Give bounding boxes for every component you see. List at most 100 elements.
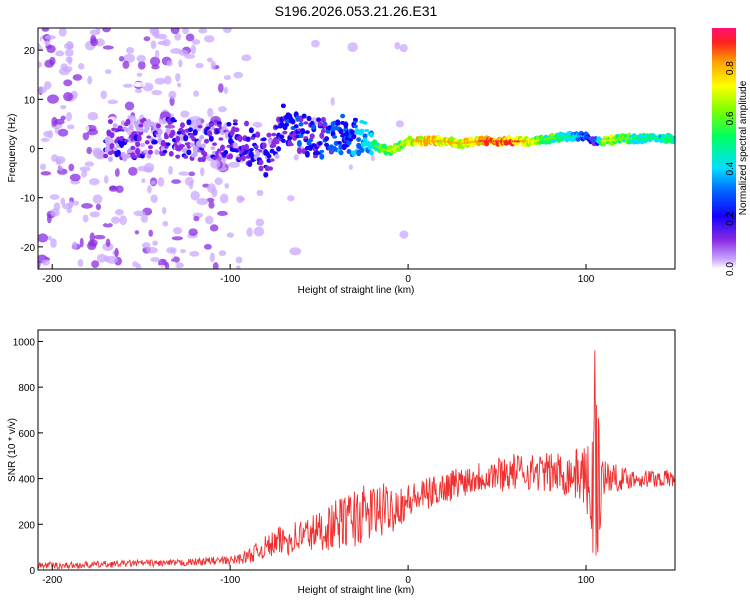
spectrogram-noise-blob — [207, 183, 216, 194]
spectrogram-noise-blob — [178, 49, 189, 56]
spectrogram-noise-blob — [71, 241, 78, 250]
spectrogram-noise-blob — [81, 124, 90, 133]
spectrogram-noise-blob — [174, 214, 185, 223]
spectrogram-ridge-cell — [364, 128, 370, 133]
spectrogram-ridge-cell — [179, 144, 185, 148]
spectrogram-ridge-cell — [144, 124, 150, 131]
y-tick-label: 0 — [29, 145, 35, 156]
y-tick-label: -10 — [21, 194, 36, 205]
spectrogram-ridge-cell — [282, 130, 288, 135]
spectrogram-noise-blob — [200, 167, 205, 177]
spectrogram-noise-blob — [156, 33, 168, 40]
spectrogram-ridge-cell — [171, 119, 177, 123]
spectrogram-ridge-cell — [125, 118, 131, 126]
spectrogram-noise-blob — [141, 178, 146, 184]
spectrogram-noise-blob — [85, 102, 92, 109]
spectrogram-ridge-cell — [138, 127, 144, 133]
spectrogram-ridge-cell — [322, 123, 328, 129]
spectrogram-noise-blob — [399, 230, 409, 239]
spectrogram-ridge-cell — [336, 140, 342, 145]
spectrogram-ridge-cell — [147, 145, 153, 149]
spectrogram-noise-blob — [123, 53, 135, 64]
spectrogram-ridge-cell — [127, 149, 133, 154]
spectrogram-ridge-cell — [143, 149, 149, 154]
spectrogram-ridge-cell — [200, 143, 206, 149]
spectrogram-noise-blob — [86, 146, 93, 155]
spectrogram-ridge-cell — [279, 134, 285, 139]
spectrogram-ridge-cell — [245, 136, 251, 142]
spectrogram-noise-blob — [152, 240, 158, 246]
spectrogram-ridge-cell — [175, 135, 181, 143]
spectrogram-noise-blob — [146, 246, 158, 254]
spectrogram-noise-blob — [101, 28, 112, 33]
spectrogram-ridge-cell — [301, 113, 307, 119]
spectrogram-noise-blob — [40, 171, 52, 176]
spectrogram-ridge-cell — [306, 141, 312, 146]
spectrogram-noise-blob — [47, 235, 52, 241]
spectrogram-noise-blob — [235, 265, 241, 269]
spectrogram-noise-blob — [348, 164, 353, 170]
snr-frame — [37, 329, 676, 571]
snr-y-ticks: 0 200 400 600 800 1000 — [13, 337, 43, 577]
spectrogram-noise-blob — [82, 132, 90, 141]
spectrogram-noise-blob — [58, 165, 63, 171]
spectrogram-noise-blob — [53, 202, 61, 212]
spectrogram-noise-blob — [109, 185, 116, 191]
spectrogram-noise-blob — [91, 96, 99, 107]
spectrogram-noise-blob — [60, 104, 67, 110]
spectrogram-noise-blob — [155, 264, 167, 269]
x-tick-label: 0 — [405, 274, 411, 285]
spectrogram-noise-blob — [218, 83, 224, 93]
spectrogram-ridge-cell — [218, 137, 224, 141]
spectrogram-noise-blob — [293, 154, 299, 161]
spectrogram-noise-blob — [83, 176, 89, 187]
spectrogram-ridge-cell — [255, 131, 261, 138]
snr-y-axis-title: SNR (10 * v/v) — [7, 418, 18, 482]
spectrogram-noise-blob — [155, 49, 160, 59]
spectrogram-noise-blob — [394, 41, 401, 50]
spectrogram-noise-blob — [256, 189, 264, 197]
spectrogram-noise-blob — [208, 201, 215, 209]
spectrogram-noise-blob — [330, 97, 335, 106]
spectrogram-noise-blob — [143, 36, 151, 42]
spectrogram-ridge-cell — [271, 132, 277, 137]
spectrogram-noise-blob — [141, 242, 151, 249]
spectrogram-noise-blob — [136, 54, 146, 63]
spectrogram-ridge-cell — [157, 128, 163, 135]
spectrogram-ridge-cell — [136, 135, 142, 142]
spectrogram-ridge-cell — [258, 165, 264, 172]
spectrogram-noise-blob — [66, 111, 72, 122]
spectrogram-noise-blob — [38, 107, 41, 114]
spectrogram-noise-blob — [40, 206, 50, 212]
spectrogram-noise-blob — [352, 94, 360, 103]
spectrogram-noise-blob — [202, 88, 211, 97]
spectrogram-ridge-cell — [207, 131, 213, 137]
spectrogram-noise-blob — [117, 104, 122, 114]
spectrogram-ridge-cell — [303, 136, 309, 140]
spectrogram-noise-blob — [102, 45, 114, 50]
spectrogram-noise-blob — [204, 35, 215, 43]
spectrogram-ridge-cell — [187, 127, 193, 133]
spectrogram-noise-blob — [55, 158, 62, 166]
colorbar-tick-label: 0.2 — [725, 211, 736, 225]
spectrogram-noise-blob — [105, 238, 111, 248]
spectrogram-noise-blob — [151, 89, 163, 96]
spectrogram-noise-blob — [334, 79, 340, 86]
spectrogram-noise-blob — [100, 90, 107, 100]
spectrogram-noise-blob — [166, 247, 177, 254]
colorbar-label: Normalized spectral amplitude — [738, 80, 749, 215]
spectrogram-ridge-cell — [234, 127, 240, 133]
spectrogram-noise-blob — [176, 82, 182, 88]
spectrogram-y-ticks: -20 -10 0 10 20 — [21, 46, 43, 254]
spectrogram-noise-blob — [189, 250, 200, 257]
spectrogram-ridge-cell — [319, 153, 325, 160]
spectrogram-noise-blob — [180, 110, 190, 118]
colorbar-tick-label: 0.6 — [725, 111, 736, 125]
spectrogram-ridge-cell — [274, 140, 280, 145]
spectrogram-noise-blob — [383, 164, 392, 175]
spectrogram-noise-blob — [58, 28, 67, 37]
spectrogram-ridge-cell — [192, 129, 198, 136]
spectrogram-noise-blob — [223, 74, 232, 80]
spectrogram-noise-blob — [226, 232, 235, 238]
